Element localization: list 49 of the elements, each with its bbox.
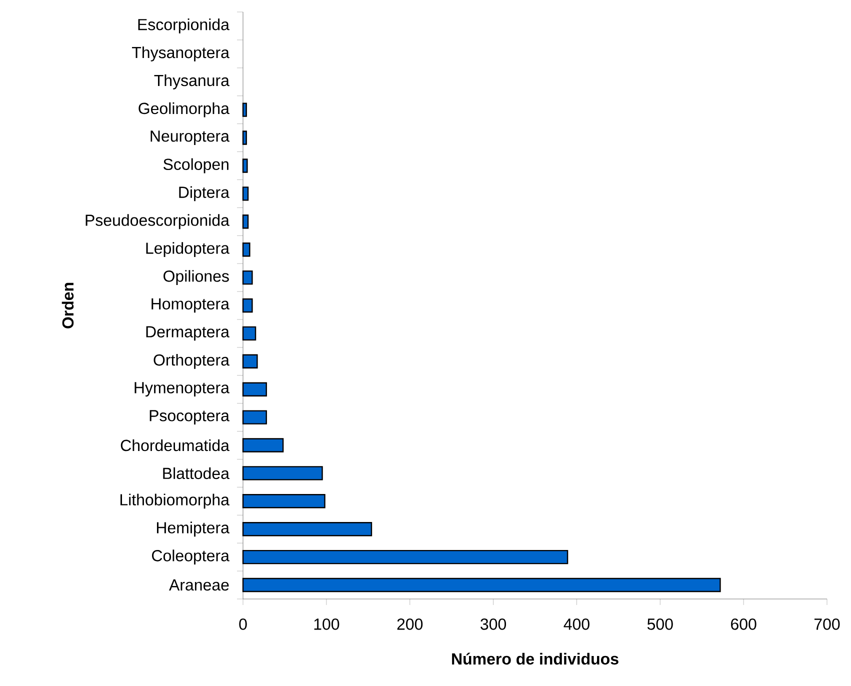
bar bbox=[242, 438, 284, 452]
y-tick-label: Chordeumatida bbox=[120, 439, 230, 452]
y-tick-label: Homoptera bbox=[152, 298, 230, 313]
x-tick-label: 300 bbox=[480, 618, 506, 630]
y-tick-label: Dermaptera bbox=[146, 326, 230, 341]
y-tick-label: Diptera bbox=[179, 186, 230, 202]
x-tick-label: 600 bbox=[731, 618, 756, 630]
bar bbox=[242, 522, 372, 536]
y-tick-label: Escorpionida bbox=[138, 18, 230, 34]
x-tick-label: 500 bbox=[647, 618, 673, 630]
bar bbox=[242, 214, 249, 229]
bar bbox=[242, 494, 326, 508]
y-tick-label: Lithobiomorpha bbox=[120, 494, 230, 509]
y-tick-label: Thysanoptera bbox=[132, 46, 230, 62]
bar bbox=[242, 130, 247, 145]
y-tick-label: Coleoptera bbox=[152, 550, 230, 565]
bar bbox=[242, 466, 323, 480]
bar bbox=[242, 158, 248, 173]
y-tick-label: Pseudoescorpionida bbox=[86, 214, 230, 230]
y-tick-label: Blattodea bbox=[163, 467, 230, 480]
bar bbox=[242, 382, 267, 396]
bar bbox=[242, 550, 568, 564]
bar bbox=[242, 270, 253, 285]
bar bbox=[242, 186, 249, 201]
x-tick-label: 400 bbox=[564, 618, 590, 630]
bar bbox=[242, 242, 250, 257]
y-tick-label: Lepidoptera bbox=[146, 242, 230, 258]
y-tick-label: Opiliones bbox=[164, 270, 229, 286]
x-axis-title: Número de individuos bbox=[452, 652, 618, 665]
bar bbox=[242, 354, 258, 368]
bar bbox=[242, 298, 253, 313]
x-tick-label: 0 bbox=[239, 618, 247, 630]
x-tick-label: 100 bbox=[314, 618, 340, 630]
x-tick-label: 700 bbox=[814, 618, 840, 630]
y-tick-label: Araneae bbox=[169, 579, 229, 591]
y-tick-label: Thysanura bbox=[154, 74, 230, 90]
y-axis-title: Orden bbox=[62, 282, 74, 328]
bar bbox=[242, 410, 267, 424]
y-tick-label: Hemiptera bbox=[156, 522, 230, 537]
y-tick-label: Scolopen bbox=[163, 158, 228, 174]
x-tick-label: 200 bbox=[397, 618, 423, 630]
y-tick-label: Orthoptera bbox=[154, 354, 230, 369]
y-tick-label: Geolimorpha bbox=[138, 102, 230, 118]
y-tick-label: Hymenoptera bbox=[134, 382, 230, 397]
bar bbox=[242, 326, 256, 341]
y-tick-label: Psocoptera bbox=[150, 410, 230, 424]
bar bbox=[242, 102, 247, 117]
y-tick-label: Neuroptera bbox=[150, 130, 230, 145]
bar bbox=[242, 578, 721, 592]
